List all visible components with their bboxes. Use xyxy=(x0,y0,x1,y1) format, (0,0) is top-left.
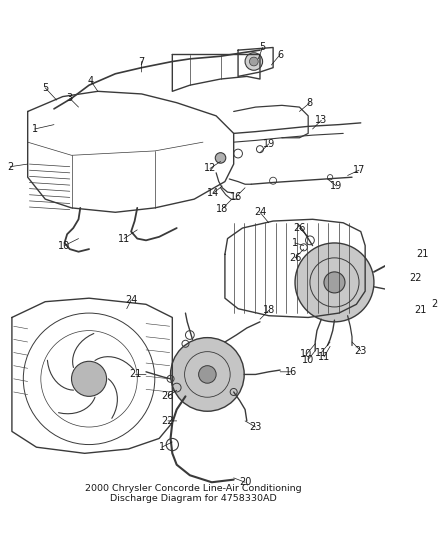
Text: 10: 10 xyxy=(300,349,313,359)
Circle shape xyxy=(71,361,106,397)
Text: 11: 11 xyxy=(318,352,330,362)
Text: 13: 13 xyxy=(315,115,328,125)
Circle shape xyxy=(324,272,345,293)
Text: 2: 2 xyxy=(7,161,13,172)
Text: 19: 19 xyxy=(263,139,275,149)
Text: 22: 22 xyxy=(162,416,174,426)
Text: 23: 23 xyxy=(355,346,367,356)
Text: 4: 4 xyxy=(88,76,94,86)
Text: 16: 16 xyxy=(285,367,297,377)
Text: 14: 14 xyxy=(207,188,219,198)
Text: 26: 26 xyxy=(293,223,306,233)
Text: 12: 12 xyxy=(204,164,216,173)
Text: 21: 21 xyxy=(129,369,141,379)
Text: 6: 6 xyxy=(277,50,283,60)
Circle shape xyxy=(198,366,216,383)
Text: 1: 1 xyxy=(32,124,38,134)
Text: 8: 8 xyxy=(307,98,313,108)
Text: 20: 20 xyxy=(239,477,251,487)
Text: 24: 24 xyxy=(254,207,266,217)
Text: 10: 10 xyxy=(58,240,71,251)
Text: 3: 3 xyxy=(67,93,73,103)
Text: 26: 26 xyxy=(162,391,174,401)
Text: 21: 21 xyxy=(416,249,428,260)
Text: 16: 16 xyxy=(230,191,242,201)
Circle shape xyxy=(250,57,258,66)
Text: 26: 26 xyxy=(289,253,301,263)
Text: 17: 17 xyxy=(353,165,365,175)
Text: 22: 22 xyxy=(409,273,421,283)
Text: 23: 23 xyxy=(249,422,262,432)
Text: 5: 5 xyxy=(259,43,266,52)
Circle shape xyxy=(215,152,226,163)
Text: 18: 18 xyxy=(216,204,228,214)
Text: 5: 5 xyxy=(42,83,48,93)
Text: 24: 24 xyxy=(125,295,137,305)
Text: 1: 1 xyxy=(292,238,298,248)
Text: 11: 11 xyxy=(315,348,328,358)
Text: 2000 Chrysler Concorde Line-Air Conditioning
Discharge Diagram for 4758330AD: 2000 Chrysler Concorde Line-Air Conditio… xyxy=(85,484,302,503)
Circle shape xyxy=(170,337,244,411)
Text: 19: 19 xyxy=(330,181,343,191)
Text: 1: 1 xyxy=(159,442,165,452)
Text: 10: 10 xyxy=(302,354,314,365)
Text: 20: 20 xyxy=(432,300,438,309)
Text: 21: 21 xyxy=(414,305,427,316)
Text: 18: 18 xyxy=(263,305,275,316)
Text: 11: 11 xyxy=(118,233,130,244)
Circle shape xyxy=(245,53,263,70)
Text: 7: 7 xyxy=(138,56,145,67)
Circle shape xyxy=(295,243,374,322)
